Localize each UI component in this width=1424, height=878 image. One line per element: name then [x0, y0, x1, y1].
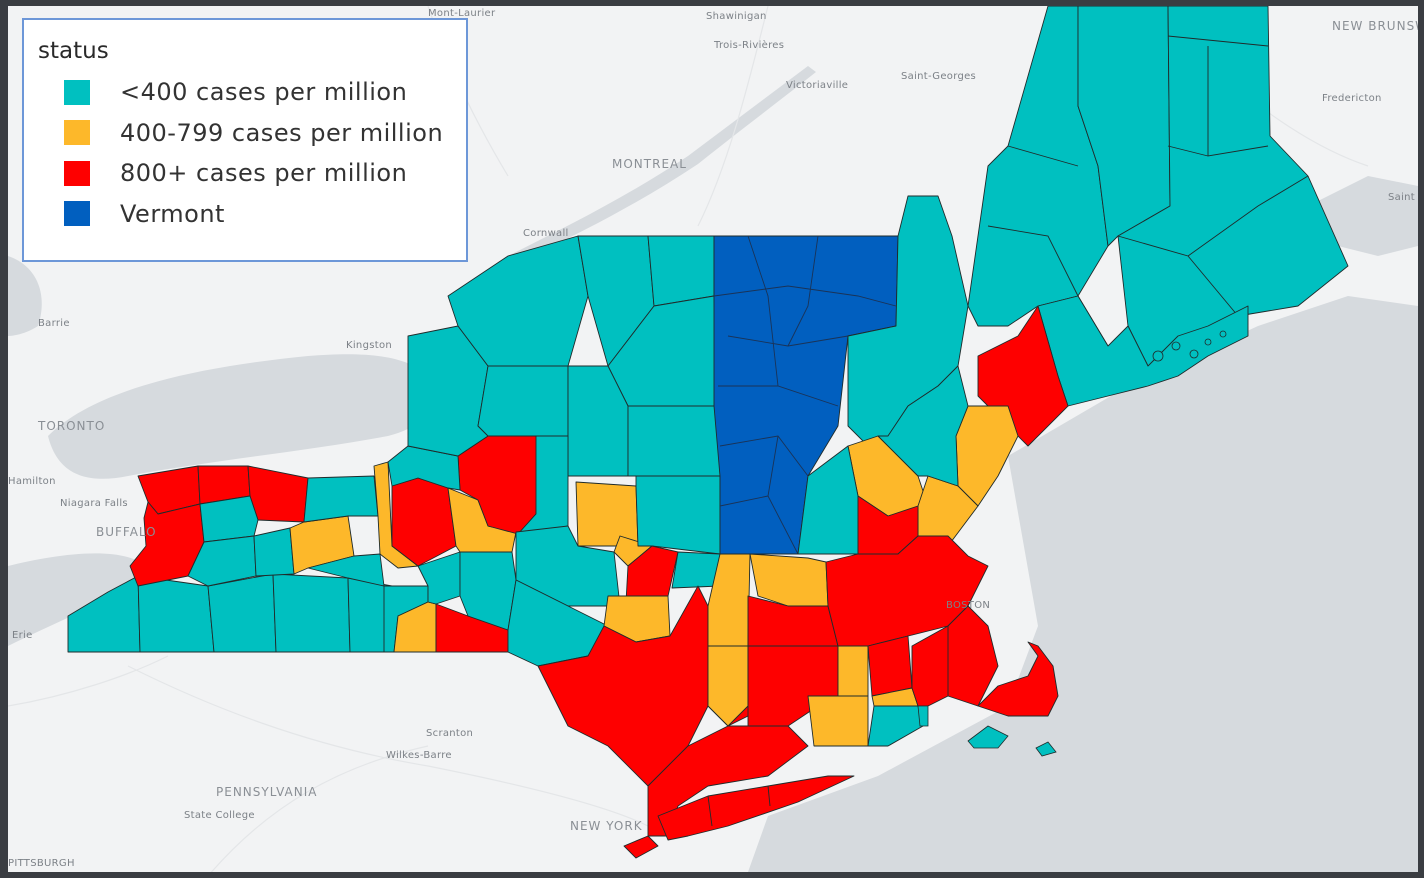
lake-erie	[8, 553, 138, 646]
label-saint-georges: Saint-Georges	[901, 71, 976, 82]
basemap: Mont-Laurier Shawinigan Trois-Rivières V…	[8, 6, 1418, 872]
label-barrie: Barrie	[38, 318, 70, 329]
bay-of-fundy	[1308, 176, 1418, 256]
legend-swatch	[64, 120, 90, 146]
legend-swatch	[64, 79, 90, 105]
southern-new-england-counties	[623, 535, 1059, 859]
label-montreal: MONTREAL	[612, 157, 687, 171]
legend-swatch	[64, 160, 90, 186]
legend-item-medium[interactable]: 400-799 cases per million	[38, 113, 452, 154]
legend-swatch	[64, 201, 90, 227]
label-scranton: Scranton	[426, 728, 473, 739]
place-labels: Mont-Laurier Shawinigan Trois-Rivières V…	[8, 8, 1418, 869]
label-pennsylvania: PENNSYLVANIA	[216, 785, 317, 799]
label-pittsburgh: PITTSBURGH	[8, 858, 75, 869]
legend-item-low[interactable]: <400 cases per million	[38, 72, 452, 113]
label-new-york: NEW YORK	[570, 819, 643, 833]
nh-me-counties	[797, 6, 1349, 555]
label-wilkes-barre: Wilkes-Barre	[386, 750, 452, 761]
legend-label: <400 cases per million	[120, 78, 408, 107]
label-trois-rivieres: Trois-Rivières	[713, 39, 784, 51]
legend-item-high[interactable]: 800+ cases per million	[38, 153, 452, 194]
label-saint: Saint	[1388, 192, 1415, 203]
label-shawinigan: Shawinigan	[706, 11, 767, 22]
label-hamilton: Hamilton	[8, 476, 56, 487]
label-victoriaville: Victoriaville	[786, 80, 848, 91]
legend-label: Vermont	[120, 199, 225, 228]
georgian-bay	[8, 256, 42, 336]
legend: status <400 cases per million 400-799 ca…	[22, 18, 468, 262]
label-new-brunswick: NEW BRUNSWICK	[1332, 19, 1418, 33]
label-fredericton: Fredericton	[1322, 93, 1382, 104]
label-cornwall: Cornwall	[523, 228, 569, 239]
label-boston: BOSTON	[946, 600, 990, 611]
label-mont-laurier: Mont-Laurier	[428, 8, 496, 19]
label-toronto: TORONTO	[37, 419, 105, 433]
label-state-college: State College	[184, 810, 255, 821]
map-canvas[interactable]: Mont-Laurier Shawinigan Trois-Rivières V…	[8, 6, 1418, 872]
atlantic-ocean	[748, 296, 1418, 872]
new-york-counties	[67, 235, 769, 787]
legend-title: status	[38, 38, 109, 64]
st-lawrence-river	[508, 66, 816, 264]
lake-ontario	[48, 354, 436, 479]
legend-item-vermont[interactable]: Vermont	[38, 194, 452, 235]
label-erie: Erie	[12, 630, 33, 641]
label-niagara-falls: Niagara Falls	[60, 498, 128, 509]
legend-label: 800+ cases per million	[120, 159, 408, 188]
legend-label: 400-799 cases per million	[120, 118, 444, 147]
label-kingston: Kingston	[346, 340, 392, 351]
label-buffalo: BUFFALO	[96, 525, 157, 539]
